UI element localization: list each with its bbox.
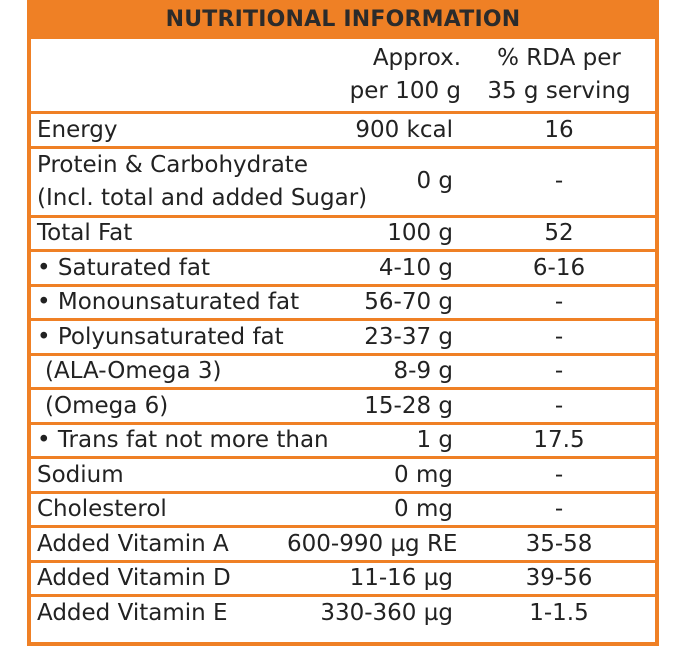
table-row: Energy 900 kcal 16: [31, 112, 655, 149]
nutrient-name: (Omega 6): [31, 388, 281, 425]
nutrient-amount: 15-28 g: [281, 388, 463, 425]
nutrient-name: • Saturated fat: [31, 250, 281, 287]
table-row: Sodium 0 mg -: [31, 457, 655, 494]
nutrient-rda: -: [463, 492, 655, 528]
nutrient-rda: -: [463, 147, 655, 218]
nutrient-amount: 11-16 µg: [281, 561, 463, 597]
nutrient-rda: 35-58: [463, 526, 655, 563]
nutrition-table: Approx. per 100 g % RDA per 35 g serving…: [31, 39, 655, 629]
nutrient-amount: 0 g: [281, 147, 463, 218]
nutrient-rda: -: [463, 319, 655, 356]
nutrient-rda: -: [463, 457, 655, 494]
table-title: NUTRITIONAL INFORMATION: [31, 0, 655, 39]
nutrient-name: Sodium: [31, 457, 281, 494]
table-row: • Saturated fat 4-10 g 6-16: [31, 250, 655, 287]
nutrient-rda: -: [463, 354, 655, 390]
nutrient-name-line1: Protein & Carbohydrate: [37, 152, 308, 179]
nutrient-rda: -: [463, 388, 655, 425]
nutrient-rda: 16: [463, 112, 655, 149]
nutrient-amount: 4-10 g: [281, 250, 463, 287]
nutrient-name: Added Vitamin E: [37, 599, 228, 626]
nutrient-rda: 52: [463, 216, 655, 252]
table-row: • Trans fat not more than 1 g 17.5: [31, 423, 655, 459]
table-row: (ALA-Omega 3) 8-9 g -: [31, 354, 655, 390]
header-rda-line1: % RDA per: [497, 44, 621, 71]
table-row: • Monounsaturated fat 56-70 g -: [31, 285, 655, 321]
table-row: Added Vitamin A 600-990 µg RE 35-58: [31, 526, 655, 563]
nutrient-name: Total Fat: [31, 216, 281, 252]
header-blank: [31, 39, 281, 114]
nutrient-amount: 900 kcal: [281, 112, 463, 149]
nutrient-name-line2: (Incl. total and added Sugar): [37, 184, 368, 211]
nutrient-amount: 1 g: [281, 423, 463, 459]
nutrient-rda: 39-56: [463, 561, 655, 597]
nutrient-amount: 0 mg: [281, 492, 463, 528]
header-rda: % RDA per 35 g serving: [463, 39, 655, 114]
nutrient-name: • Trans fat not more than: [31, 423, 329, 459]
table-row: Protein & Carbohydrate (Incl. total and …: [31, 147, 655, 218]
nutrient-amount: 100 g: [281, 216, 463, 252]
nutrient-name: • Polyunsaturated fat: [31, 319, 284, 356]
table-row: • Polyunsaturated fat 23-37 g -: [31, 319, 655, 356]
nutrient-name: Protein & Carbohydrate (Incl. total and …: [31, 147, 368, 218]
nutrient-name: Cholesterol: [31, 492, 281, 528]
nutrient-name: Added Vitamin D: [31, 561, 281, 597]
header-amount: Approx. per 100 g: [281, 39, 463, 114]
nutrient-name: Energy: [31, 112, 281, 149]
nutrient-rda: 17.5: [463, 423, 655, 459]
nutrient-name: (ALA-Omega 3): [31, 354, 281, 390]
nutrient-name: • Monounsaturated fat: [31, 285, 299, 321]
header-amount-line1: Approx.: [372, 44, 461, 71]
nutrient-amount: 56-70 g: [281, 285, 463, 321]
nutrient-amount: 330-360 µg: [320, 599, 453, 626]
table-row: (Omega 6) 15-28 g -: [31, 388, 655, 425]
table-row: Cholesterol 0 mg -: [31, 492, 655, 528]
nutrient-amount: 8-9 g: [281, 354, 463, 390]
nutrient-rda: 6-16: [463, 250, 655, 287]
nutrition-panel: NUTRITIONAL INFORMATION Approx. per 100 …: [27, 0, 659, 646]
nutrient-amount: 23-37 g: [281, 319, 463, 356]
nutrient-amount: 0 mg: [281, 457, 463, 494]
nutrient-name: Added Vitamin A: [31, 526, 281, 563]
table-row: Added Vitamin D 11-16 µg 39-56: [31, 561, 655, 597]
header-amount-line2: per 100 g: [349, 78, 461, 104]
header-rda-line2: 35 g serving: [487, 78, 631, 104]
nutrient-rda: -: [463, 285, 655, 321]
header-row: Approx. per 100 g % RDA per 35 g serving: [31, 39, 655, 114]
nutrient-rda: 1-1.5: [529, 599, 589, 626]
table-row: Added Vitamin E 330-360 µg 1-1.5: [31, 596, 655, 629]
table-row: Total Fat 100 g 52: [31, 216, 655, 252]
nutrient-amount: 600-990 µg RE: [281, 526, 463, 563]
